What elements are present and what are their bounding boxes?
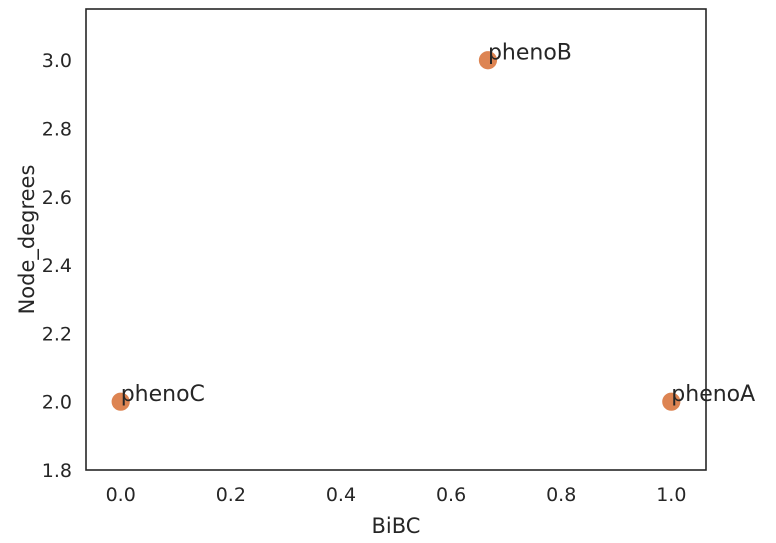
x-tick-label: 0.6 bbox=[436, 484, 466, 506]
scatter-point bbox=[478, 50, 498, 71]
x-tick-label: 0.4 bbox=[326, 484, 356, 506]
y-tick-label: 1.8 bbox=[42, 460, 72, 482]
x-tick-label: 0.2 bbox=[216, 484, 246, 506]
y-tick-label: 3.0 bbox=[42, 50, 72, 72]
point-label: phenoA bbox=[671, 382, 755, 407]
y-tick-label: 2.0 bbox=[42, 392, 72, 414]
plot-frame bbox=[85, 8, 707, 471]
y-tick-label: 2.4 bbox=[42, 255, 72, 277]
point-label: phenoB bbox=[488, 41, 572, 66]
scatter-point bbox=[110, 391, 131, 412]
y-axis-label: Node_degrees bbox=[15, 165, 40, 315]
y-tick-label: 2.2 bbox=[42, 323, 72, 345]
scatter-point bbox=[661, 391, 682, 412]
y-tick-label: 2.8 bbox=[42, 119, 72, 141]
x-axis-label: BiBC bbox=[372, 514, 421, 538]
point-label: phenoC bbox=[121, 382, 205, 407]
x-tick-label: 0.8 bbox=[546, 484, 576, 506]
x-tick-label: 1.0 bbox=[656, 484, 686, 506]
x-tick-label: 0.0 bbox=[106, 484, 136, 506]
y-tick-label: 2.6 bbox=[42, 187, 72, 209]
